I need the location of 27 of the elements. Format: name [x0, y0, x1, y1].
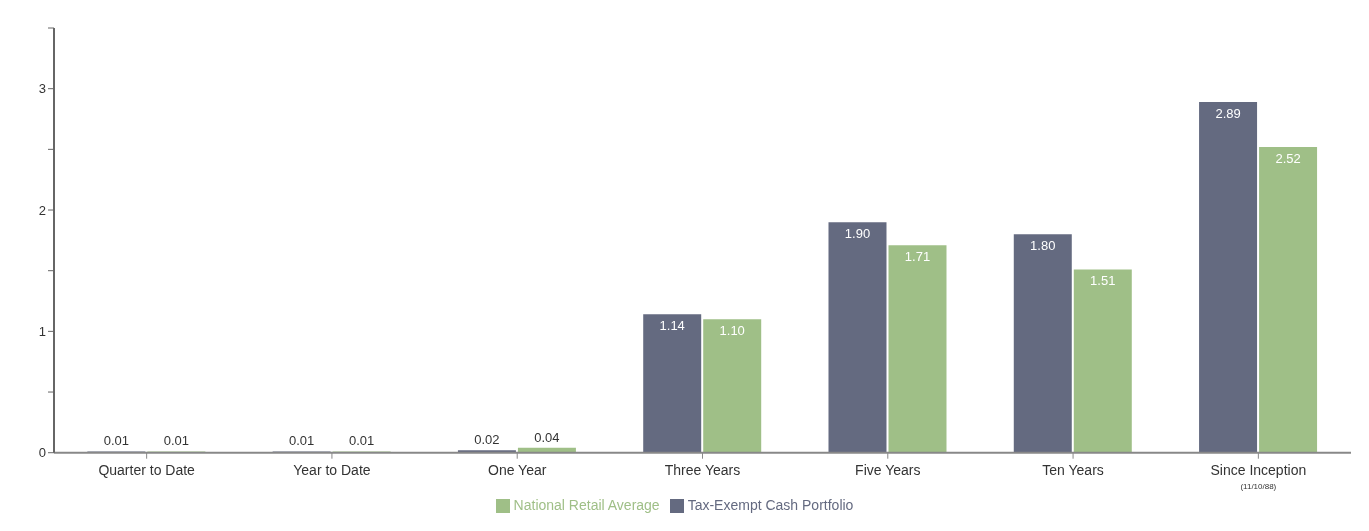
x-tick-label: Ten Years — [1042, 461, 1104, 478]
data-label: 1.10 — [719, 323, 745, 339]
y-tick-label: 3 — [38, 81, 46, 97]
y-tick-label: 1 — [38, 323, 46, 339]
x-tick-label: Five Years — [855, 461, 921, 478]
x-tick-label: Since Inception (11/10/88) — [1210, 461, 1307, 491]
data-label: 1.90 — [844, 226, 871, 242]
x-tick-label: One Year — [488, 461, 547, 478]
x-tick-label: Quarter to Date — [98, 461, 196, 478]
data-label: 1.80 — [1030, 238, 1056, 254]
data-label: 2.89 — [1215, 106, 1241, 122]
data-label: 0.02 — [474, 432, 500, 448]
data-label: 1.51 — [1090, 273, 1116, 289]
y-tick-label: 0 — [38, 445, 46, 461]
y-tick-label: 2 — [38, 202, 46, 218]
legend-label: National Retail Average — [513, 496, 660, 513]
data-label: 1.71 — [904, 249, 931, 265]
data-label: 0.04 — [534, 429, 560, 445]
data-label: 0.01 — [288, 433, 315, 449]
data-label: 2.52 — [1275, 150, 1301, 166]
x-tick-label: Three Years — [664, 461, 741, 478]
x-tick-label: Year to Date — [293, 461, 371, 478]
legend-label: Tax-Exempt Cash Portfolio — [687, 496, 854, 513]
data-label: 0.01 — [348, 433, 375, 449]
data-label: 0.01 — [103, 433, 130, 449]
data-label: 1.14 — [659, 318, 685, 334]
data-label: 0.01 — [163, 433, 190, 449]
